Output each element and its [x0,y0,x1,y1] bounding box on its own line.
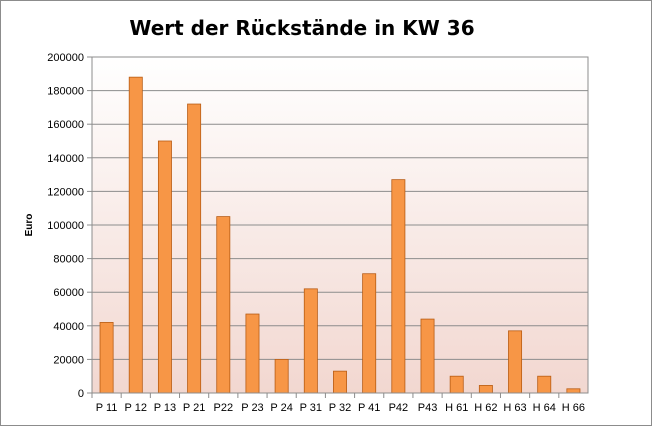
bar [478,385,493,394]
x-tick-label: P 13 [154,402,176,414]
bar [449,375,464,394]
bar [245,313,260,394]
bar [566,388,581,394]
axes [87,56,588,398]
x-tick-label: H 64 [533,402,556,414]
y-tick-label: 60000 [53,287,84,299]
bar [128,76,143,394]
x-tick-label: P 12 [125,402,147,414]
bar [391,179,406,394]
y-tick-label: 160000 [47,119,84,131]
x-tick-label: P 32 [329,402,351,414]
y-tick-label: 0 [78,388,84,400]
bar [216,216,231,394]
gridlines [92,56,588,360]
y-axis-label: Euro [24,214,35,237]
x-tick-label: P43 [418,402,438,414]
y-tick-labels: 0 20000 40000 60000 80000 100000 120000 140000 1… [47,52,84,400]
y-tick-label: 20000 [53,354,84,366]
x-tick-label: P 31 [300,402,322,414]
bar [187,103,202,394]
bar [157,140,172,394]
x-tick-label: P 24 [270,402,292,414]
bar [303,288,318,394]
y-tick-label: 140000 [47,153,84,165]
bar [99,322,114,394]
y-tick-label: 120000 [47,186,84,198]
x-tick-label: P42 [389,402,409,414]
x-tick-label: H 63 [503,402,526,414]
chart-title: Wert der Rückstände in KW 36 [129,16,474,40]
x-tick-label: P 11 [96,402,118,414]
x-tick-label: P22 [214,402,234,414]
x-tick-label: H 62 [474,402,497,414]
x-tick-labels: P 11 P 12 P 13 P 21 P22 P 23 P 24 P 31 P 32 P 41 P… [96,402,585,414]
bar [420,318,435,394]
bar [362,273,377,394]
bar [274,358,289,394]
bar [537,375,552,394]
x-tick-label: P 21 [183,402,205,414]
y-tick-label: 200000 [47,52,84,64]
x-tick-label: P 41 [358,402,380,414]
x-tick-label: H 61 [445,402,468,414]
y-tick-label: 40000 [53,321,84,333]
bars [99,76,581,394]
y-tick-label: 100000 [47,220,84,232]
x-tick-label: H 66 [562,402,585,414]
y-tick-label: 80000 [53,254,84,266]
bar [508,330,523,394]
x-tick-label: P 23 [241,402,263,414]
bar [333,370,347,394]
y-tick-label: 180000 [47,86,84,98]
